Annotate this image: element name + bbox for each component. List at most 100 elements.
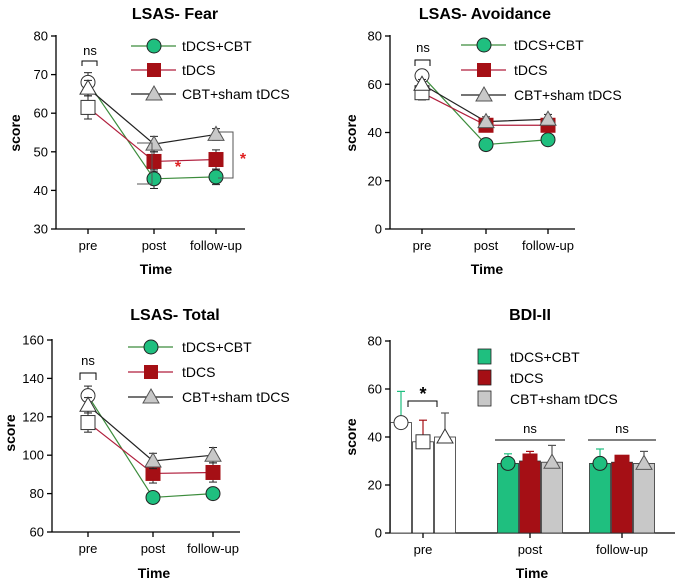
x-tick-label: follow-up [596,542,648,557]
data-point-tdcs-cbt-follow-up [540,132,556,148]
legend-marker-tdcs-cbt [143,339,159,355]
x-tick-label: follow-up [522,238,574,253]
y-tick-label: 80 [34,29,48,44]
followup-bracket [218,131,234,179]
chart-title: LSAS- Fear [132,6,218,23]
star-followup: * [240,151,247,168]
bar-tdcs-follow-up [611,461,633,534]
plot-area [79,385,222,505]
data-point-tdcs-pre [80,415,96,431]
chart-title: LSAS- Total [130,307,219,324]
x-tick-label: post [518,542,543,557]
bar-marker-tdcs-cbt-post [500,455,516,471]
bar-tdcs-post [519,460,541,534]
y-tick-label: 60 [34,106,48,121]
chart-title: BDI-II [509,307,551,324]
y-tick-label: 80 [368,334,382,349]
pre-bracket [407,400,438,407]
ns-bracket [81,60,98,66]
plot-area [413,68,557,153]
y-tick-label: 60 [368,77,382,92]
data-point-tdcs-pre [80,99,96,115]
x-tick-label: post [141,541,166,556]
legend-label-tdcs-cbt: tDCS+CBT [510,349,580,365]
legend-marker-tdcs-cbt [476,37,492,53]
significance-marks: * ns ns [407,384,656,441]
bar-marker-cbt-sham-tdcs-pre [436,427,454,444]
ns-label-pre: ns [81,353,95,368]
bar-marker-tdcs-cbt-follow-up [592,455,608,471]
x-tick-label: follow-up [190,238,242,253]
x-axis-label: Time [138,565,171,581]
data-point-cbt-sham-tdcs-follow-up [204,446,222,462]
x-tick-label: pre [414,542,433,557]
star-pre: * [419,384,426,404]
legend-swatch-tdcs [477,369,492,386]
panel-lsas-total: LSAS- Total 60 80 100 120 140 160 pre post follo… [2,307,290,581]
y-axis-label: score [2,414,18,452]
data-point-tdcs-cbt-post [478,137,494,153]
bar-marker-cbt-sham-tdcs-post [543,453,561,469]
legend-marker-tdcs [477,63,491,77]
axes: 60 80 100 120 140 160 pre post follow-up [22,333,240,556]
legend-marker-cbt-sham [475,85,493,102]
legend-label-tdcs-cbt: tDCS+CBT [514,37,584,53]
legend-label-cbt-sham: CBT+sham tDCS [182,86,290,102]
y-tick-label: 40 [34,183,48,198]
data-point-cbt-sham-tdcs-post [477,112,495,129]
y-tick-label: 40 [368,125,382,140]
bar-cbt-sham-tdcs-post [541,461,563,534]
y-tick-label: 80 [368,29,382,44]
y-axis-label: score [343,114,359,152]
significance-marks: ns [414,40,431,66]
y-tick-label: 60 [30,525,44,540]
bar-tdcs-pre [412,441,434,534]
data-point-cbt-sham-tdcs-pre [79,396,97,412]
x-tick-label: pre [79,238,98,253]
legend-label-tdcs: tDCS [514,62,547,78]
significance-marks: ns [79,353,97,380]
plot-area [79,72,225,189]
data-point-tdcs-follow-up [208,152,224,168]
data-point-tdcs-cbt-follow-up [208,169,224,185]
data-point-tdcs-follow-up [205,464,221,480]
x-tick-label: pre [79,541,98,556]
panel-bdi-ii: BDI-II 0 20 40 60 80 pre post follow-up score T… [343,307,675,581]
y-tick-label: 0 [375,222,382,237]
x-axis-label: Time [471,261,504,277]
data-point-tdcs-post [146,153,162,169]
legend-label-tdcs: tDCS [182,62,215,78]
x-axis-label: Time [140,261,173,277]
ns-label-followup: ns [615,421,629,436]
legend-label-cbt-sham: CBT+sham tDCS [510,391,618,407]
axes: 30 40 50 60 70 80 pre post follow-up [34,29,245,253]
y-tick-label: 0 [375,526,382,541]
legend-marker-tdcs-cbt [146,38,162,54]
y-tick-label: 20 [368,173,382,188]
bar-tdcs-cbt-follow-up [589,462,611,534]
bar-marker-tdcs-cbt-pre [393,415,409,431]
y-axis-label: score [343,418,359,456]
chart-title: LSAS- Avoidance [419,6,551,23]
x-tick-label: pre [413,238,432,253]
bar-marker-tdcs-follow-up [614,454,630,470]
legend-label-tdcs-cbt: tDCS+CBT [182,339,252,355]
star-post: * [175,159,182,176]
plot-area [390,390,655,534]
legend-marker-tdcs [144,365,158,379]
y-tick-label: 60 [368,382,382,397]
axes: 0 20 40 60 80 pre post follow-up [368,29,575,253]
y-tick-label: 30 [34,222,48,237]
ns-label-pre: ns [416,40,430,55]
legend-label-tdcs-cbt: tDCS+CBT [182,38,252,54]
data-point-tdcs-cbt-post [145,489,161,505]
legend: tDCS+CBT tDCS CBT+sham tDCS [461,37,622,103]
x-axis-label: Time [516,565,549,581]
y-tick-label: 120 [22,409,44,424]
legend-label-tdcs: tDCS [510,370,543,386]
bar-marker-cbt-sham-tdcs-follow-up [635,454,653,470]
y-tick-label: 70 [34,67,48,82]
legend-label-cbt-sham: CBT+sham tDCS [182,389,290,405]
